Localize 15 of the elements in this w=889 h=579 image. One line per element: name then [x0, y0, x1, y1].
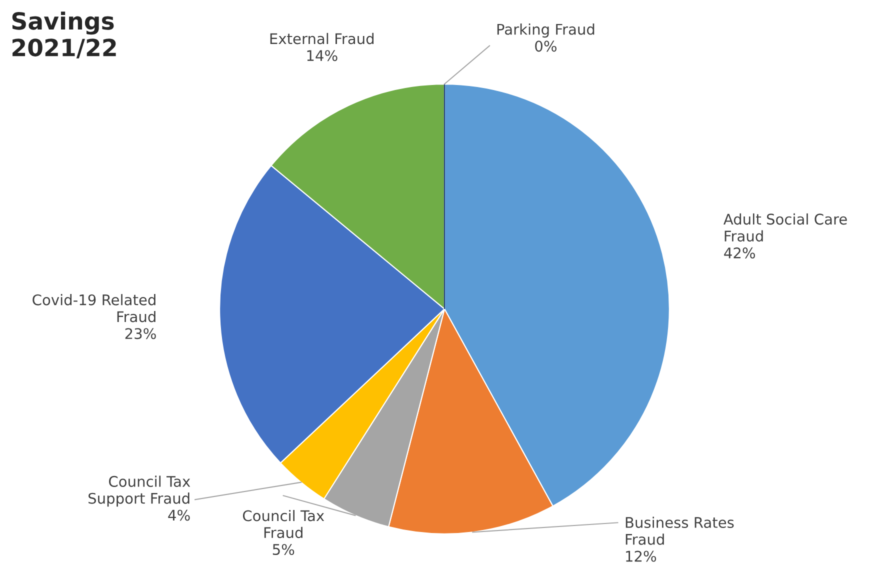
- slice-label: Council Tax Fraud: [242, 510, 324, 538]
- category-label: Parking Fraud: [497, 24, 594, 38]
- chart-title: Savings 2021/22: [12, 12, 116, 58]
- slice-label: Adult Social Care Fraud: [724, 213, 847, 242]
- data-label: 4%: [168, 510, 190, 521]
- slice-label: Council Tax Support Fraud: [88, 476, 190, 507]
- data-label: 5%: [272, 544, 294, 556]
- slice-label: Covid-19 Related Fraud: [32, 294, 156, 322]
- slice-label: Business Rates Fraud: [626, 516, 734, 545]
- data-label: 14%: [307, 50, 338, 62]
- slice-label: External Fraud: [270, 32, 374, 44]
- data-label: 12%: [626, 550, 656, 562]
- data-label: 23%: [125, 328, 156, 340]
- text: 0%: [535, 40, 556, 52]
- data-label: 42%: [724, 247, 755, 258]
